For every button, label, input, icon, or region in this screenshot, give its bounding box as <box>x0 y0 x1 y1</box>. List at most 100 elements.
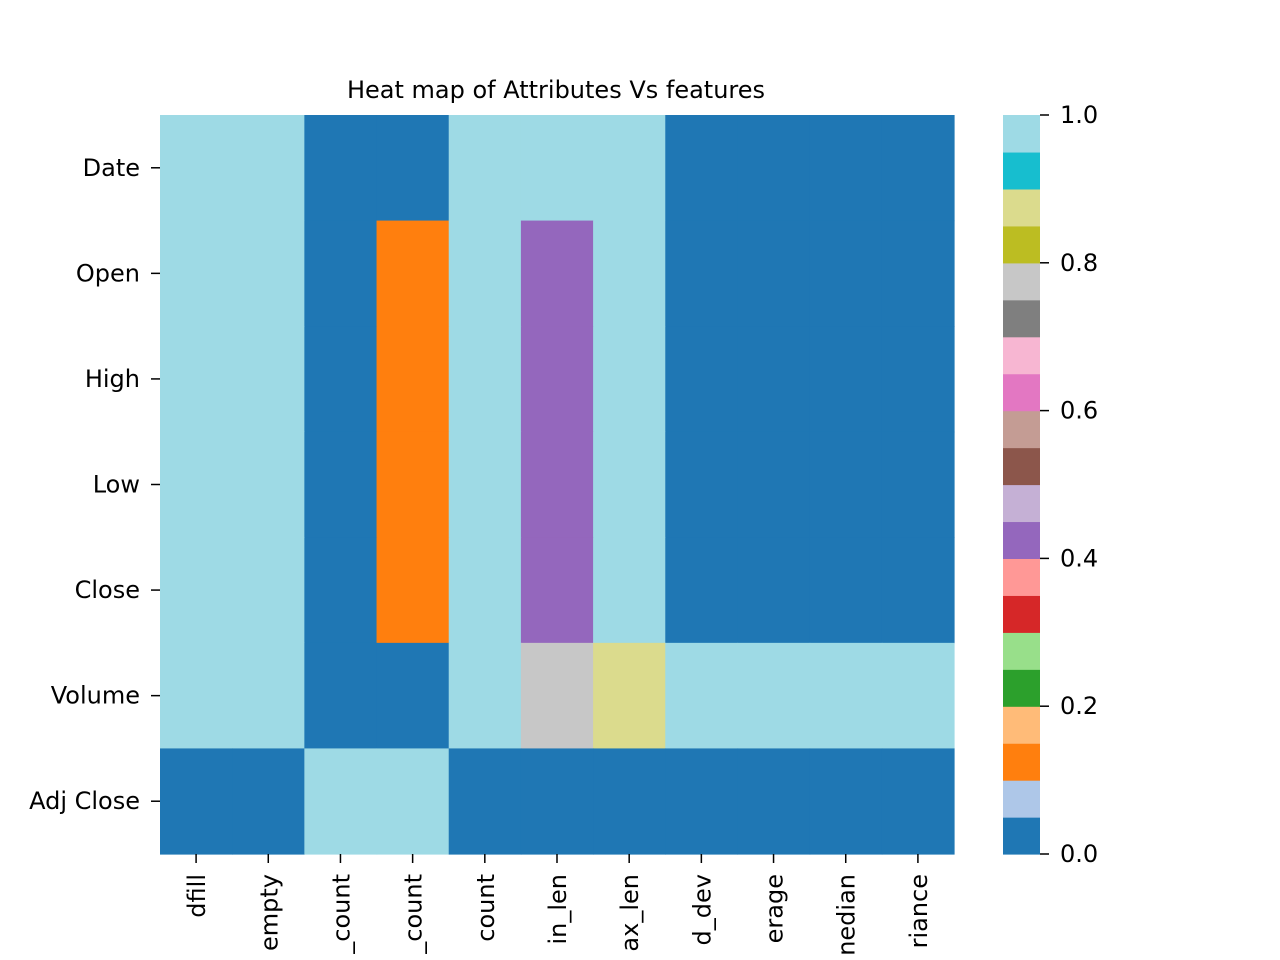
colorbar-tick-label: 0.8 <box>1060 249 1098 277</box>
heatmap-cell <box>520 220 594 327</box>
heatmap-cell <box>232 537 305 644</box>
heatmap-cell <box>665 326 739 433</box>
heatmap-cell <box>881 537 955 644</box>
heatmap-cell <box>232 220 305 327</box>
heatmap-cell <box>160 748 233 855</box>
heatmap-cell <box>304 748 378 855</box>
heatmap-cell <box>809 642 883 750</box>
heatmap-cell <box>304 431 378 538</box>
chart-title: Heat map of Attributes Vs features <box>347 76 765 104</box>
column-label: riance <box>905 874 933 948</box>
heatmap-cell <box>593 537 666 644</box>
heatmap-cell <box>881 642 955 750</box>
colorbar-segment <box>1003 521 1040 559</box>
heatmap-cell <box>665 220 739 327</box>
column-label: _count <box>327 874 355 955</box>
colorbar-tick-label: 0.4 <box>1060 544 1098 572</box>
colorbar-segment <box>1003 817 1040 855</box>
heatmap-cell <box>448 431 522 538</box>
heatmap-cell <box>809 748 883 855</box>
heatmap-cell <box>304 537 378 644</box>
row-labels: Date Open High Low Close Volume Adj Close <box>29 154 160 815</box>
colorbar <box>1003 115 1040 855</box>
colorbar-tick-label: 0.6 <box>1060 397 1098 425</box>
heatmap-cell <box>737 748 811 855</box>
colorbar-segment <box>1003 632 1040 670</box>
colorbar-segment <box>1003 299 1040 338</box>
row-label: High <box>85 365 140 393</box>
heatmap-cell <box>809 220 883 327</box>
colorbar-segment <box>1003 410 1040 449</box>
colorbar-segment <box>1003 188 1040 227</box>
heatmap-cell <box>881 115 955 222</box>
heatmap-cell <box>376 748 450 855</box>
row-label: Close <box>75 576 140 604</box>
colorbar-segment <box>1003 706 1040 744</box>
heatmap-cell <box>304 220 378 327</box>
heatmap-cell <box>520 537 594 644</box>
column-label: dfill <box>183 874 211 918</box>
column-label: nedian <box>833 874 861 956</box>
heatmap-cell <box>737 642 811 750</box>
row-label: Adj Close <box>29 787 140 815</box>
heatmap-cell <box>448 220 522 327</box>
heatmap-cell <box>809 431 883 538</box>
row-label: Volume <box>51 682 140 710</box>
heatmap-cell <box>520 431 594 538</box>
heatmap-cell <box>448 537 522 644</box>
heatmap-cell <box>665 115 739 222</box>
colorbar-segment <box>1003 595 1040 633</box>
colorbar-segment <box>1003 484 1040 523</box>
colorbar-tick-label: 0.0 <box>1060 840 1098 868</box>
colorbar-tick-label: 0.2 <box>1060 692 1098 720</box>
row-label: Date <box>83 154 140 182</box>
column-label: _count <box>400 874 428 955</box>
heatmap-cell <box>160 326 233 433</box>
column-label: in_len <box>544 874 572 945</box>
colorbar-segment <box>1003 151 1040 190</box>
row-label: Low <box>93 471 140 499</box>
heatmap-cell <box>737 220 811 327</box>
heatmap-cell <box>304 115 378 222</box>
heatmap-cell <box>593 115 666 222</box>
heatmap-cell <box>593 220 666 327</box>
heatmap-cell <box>448 748 522 855</box>
heatmap-cell <box>376 326 450 433</box>
colorbar-segment <box>1003 115 1040 153</box>
heatmap-cell <box>737 115 811 222</box>
heatmap-cell <box>304 642 378 750</box>
heatmap-cell <box>520 115 594 222</box>
colorbar-segment <box>1003 743 1040 781</box>
heatmap-cell <box>809 115 883 222</box>
heatmap-cell <box>160 537 233 644</box>
heatmap-cell <box>232 115 305 222</box>
heatmap-cell <box>520 748 594 855</box>
heatmap-cell <box>232 431 305 538</box>
heatmap-cell <box>160 115 233 222</box>
column-labels: dfill empty _count _count count in_len ax_len d… <box>183 854 933 956</box>
heatmap-cell <box>737 431 811 538</box>
heatmap-cell <box>376 642 450 750</box>
heatmap-cell <box>448 642 522 750</box>
column-label: empty <box>255 874 283 951</box>
heatmap-cell <box>665 431 739 538</box>
heatmap-cell <box>160 642 233 750</box>
heatmap-cell <box>160 220 233 327</box>
heatmap-cell <box>881 431 955 538</box>
heatmap-cell <box>376 220 450 327</box>
column-label: ax_len <box>616 874 644 952</box>
colorbar-tick-label: 1.0 <box>1060 101 1098 129</box>
colorbar-segment <box>1003 373 1040 412</box>
heatmap-cell <box>809 537 883 644</box>
heatmap-cell <box>881 220 955 327</box>
heatmap-cell <box>232 642 305 750</box>
colorbar-segment <box>1003 225 1040 264</box>
heatmap-cell <box>881 326 955 433</box>
heatmap-cell <box>665 748 739 855</box>
colorbar-ticks: 0.0 0.2 0.4 0.6 0.8 1.0 <box>1040 101 1098 868</box>
heatmap-cell <box>304 326 378 433</box>
heatmap-cells <box>160 115 955 855</box>
heatmap-cell <box>665 642 739 750</box>
heatmap-cell <box>665 537 739 644</box>
